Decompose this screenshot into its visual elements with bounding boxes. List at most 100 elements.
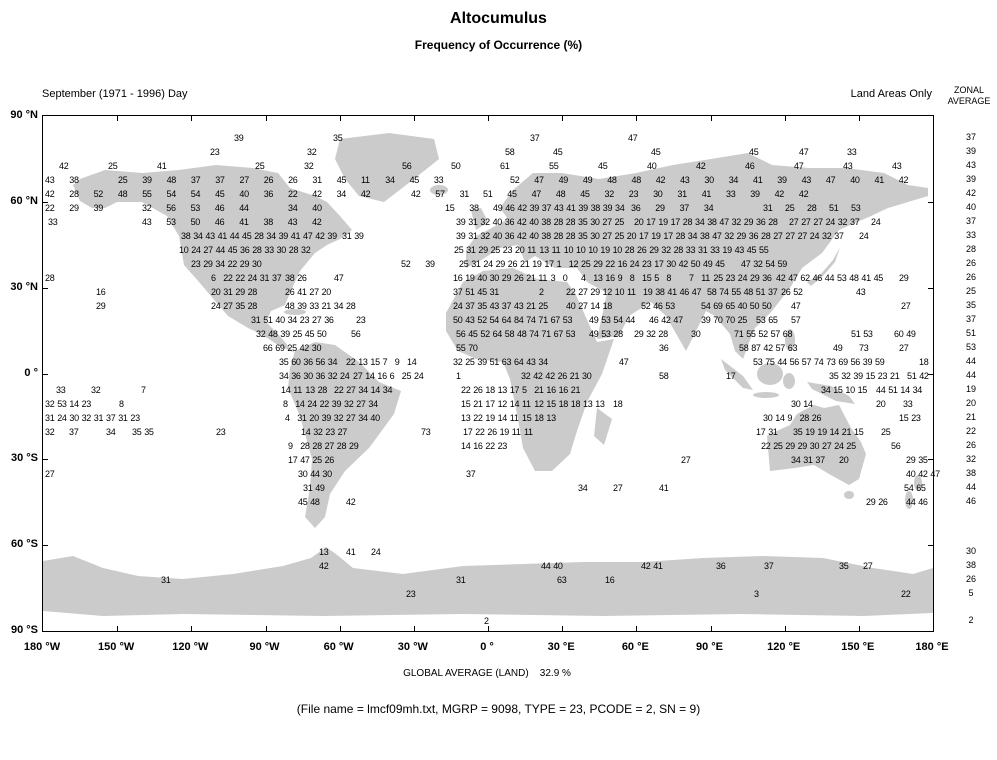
grid-value: 18 xyxy=(558,399,569,409)
grid-value: 38 xyxy=(590,203,601,213)
grid-value: 22 xyxy=(605,259,615,269)
grid-value: 10 xyxy=(588,245,598,255)
grid-value: 9 xyxy=(787,413,793,423)
grid-value: 27 xyxy=(813,217,823,227)
grid-value: 56 xyxy=(315,357,326,367)
grid-value: 39 xyxy=(93,203,104,213)
grid-value: 23 xyxy=(130,413,140,423)
grid-value: 31 xyxy=(303,483,313,493)
lat-axis-label: 30 °N xyxy=(10,280,38,293)
grid-value: 37 xyxy=(764,561,774,571)
grid-value: 40 xyxy=(239,189,249,199)
grid-value: 32 xyxy=(837,217,848,227)
grid-value: 45 xyxy=(580,189,590,199)
lat-tick xyxy=(43,373,48,375)
grid-value: 41 xyxy=(346,547,356,557)
grid-value: 42 xyxy=(696,161,706,171)
grid-value: 19 xyxy=(658,217,668,227)
grid-value: 39 xyxy=(777,175,787,185)
grid-value: 43 xyxy=(489,301,500,311)
grid-value: 32 xyxy=(480,231,490,241)
sulawesi xyxy=(783,373,795,389)
grid-value: 52 xyxy=(793,287,803,297)
grid-value: 52 xyxy=(480,329,490,339)
grid-value: 29 xyxy=(239,259,250,269)
grid-value: 22 xyxy=(235,273,245,283)
grid-value: 34 xyxy=(368,399,378,409)
grid-value: 31 xyxy=(698,245,708,255)
grid-value: 22 xyxy=(288,189,298,199)
grid-value: 62 xyxy=(800,273,810,283)
grid-value: 53 xyxy=(665,301,675,311)
grid-value: 44 xyxy=(215,245,226,255)
grid-value: 26 xyxy=(285,287,295,297)
grid-value: 48 xyxy=(517,329,527,339)
java xyxy=(753,392,779,398)
grid-value: 45 xyxy=(873,273,884,283)
grid-value: 40 xyxy=(553,561,563,571)
grid-value: 21 xyxy=(473,399,483,409)
grid-value: 27 xyxy=(312,315,322,325)
grid-value: 31 xyxy=(768,427,778,437)
global-average-label: GLOBAL AVERAGE (LAND) 32.9 % xyxy=(403,668,571,679)
page-subtitle: Frequency of Occurrence (%) xyxy=(414,38,583,52)
grid-value: 32 xyxy=(661,245,671,255)
grid-value: 41 xyxy=(874,175,885,185)
grid-value: 53 xyxy=(863,329,873,339)
grid-value: 28 xyxy=(675,231,686,241)
grid-value: 31 xyxy=(803,455,813,465)
grid-value: 30 xyxy=(298,469,308,479)
grid-value: 45 xyxy=(746,245,757,255)
grid-value: 73 xyxy=(859,343,869,353)
grid-value: 21 xyxy=(569,371,580,381)
grid-value: 24 xyxy=(825,217,836,227)
grid-value: 50 xyxy=(690,259,701,269)
grid-value: 42 xyxy=(661,315,671,325)
grid-value: 25 xyxy=(614,217,625,227)
grid-value: 32 xyxy=(841,371,851,381)
grid-value: 37 xyxy=(106,413,116,423)
grid-value: 51 xyxy=(829,203,839,213)
grid-value: 63 xyxy=(787,343,798,353)
grid-value: 48 xyxy=(117,189,128,199)
grid-value: 32 xyxy=(45,427,55,437)
grid-value: 45 xyxy=(715,259,725,269)
continent-south-america xyxy=(288,342,401,528)
zonal-average-value: 37 xyxy=(965,314,976,324)
grid-value: 54 xyxy=(765,259,775,269)
grid-value: 31 xyxy=(312,175,322,185)
grid-value: 28 xyxy=(317,385,328,395)
grid-value: 55 xyxy=(746,329,756,339)
continent-antarctica xyxy=(43,547,933,616)
grid-value: 40 xyxy=(647,161,657,171)
grid-value: 32 xyxy=(307,147,317,157)
world-map xyxy=(43,133,933,616)
grid-value: 24 xyxy=(340,371,350,381)
grid-value: 40 xyxy=(529,217,539,227)
grid-value: 23 xyxy=(642,259,652,269)
grid-value: 25 xyxy=(773,441,783,451)
grid-value: 46 xyxy=(649,315,659,325)
grid-value: 29 xyxy=(495,259,506,269)
grid-value: 27 xyxy=(353,371,363,381)
grid-value: 32 xyxy=(453,357,463,367)
grid-value: 47 xyxy=(300,455,310,465)
grid-value: 34 xyxy=(336,189,347,199)
grid-value: 28 xyxy=(553,231,564,241)
japan xyxy=(807,247,840,286)
grid-value: 47 xyxy=(303,231,313,241)
grid-value: 29 xyxy=(866,497,876,507)
grid-value: 41 xyxy=(217,231,228,241)
zonal-average-value: 42 xyxy=(965,188,976,198)
grid-value: 33 xyxy=(48,217,58,227)
grid-value: 13 xyxy=(358,357,368,367)
grid-value: 22 xyxy=(475,427,485,437)
grid-value: 1 xyxy=(556,259,562,269)
grid-value: 65 xyxy=(916,483,926,493)
grid-value: 16 xyxy=(605,273,615,283)
grid-value: 27 xyxy=(45,469,55,479)
grid-value: 32 xyxy=(304,161,314,171)
grid-value: 40 xyxy=(312,203,322,213)
grid-value: 13 xyxy=(461,413,471,423)
grid-value: 34 xyxy=(327,357,338,367)
